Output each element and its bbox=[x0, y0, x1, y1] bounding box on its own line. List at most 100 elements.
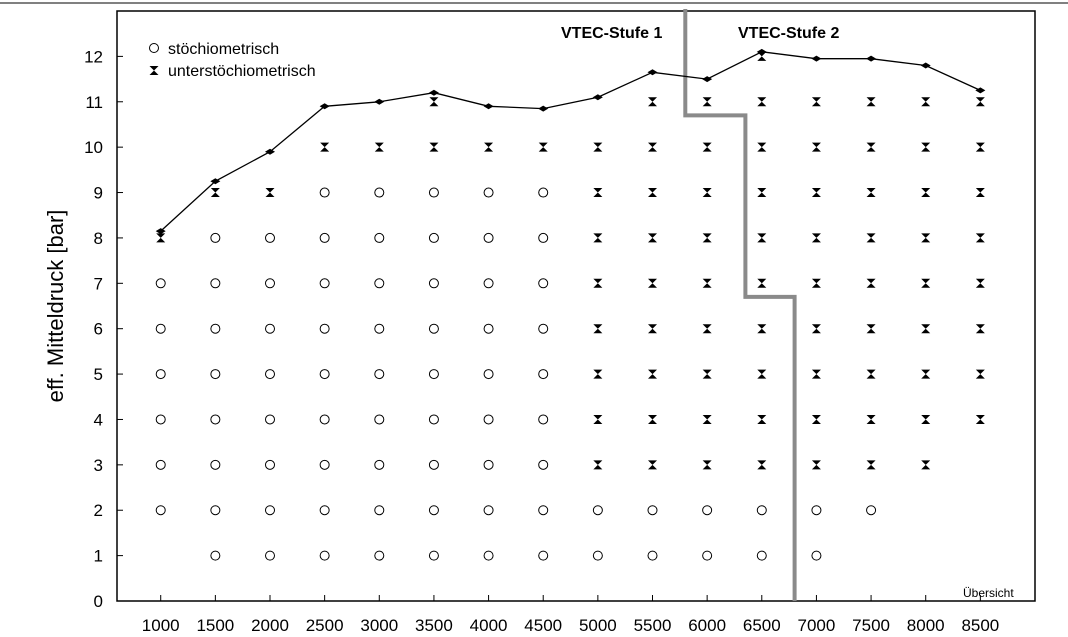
substoich-point bbox=[265, 188, 275, 198]
stoich-point bbox=[319, 505, 330, 516]
y-axis-label: eff. Mitteldruck [bar] bbox=[43, 210, 68, 403]
stoich-point bbox=[265, 505, 275, 516]
y-tick-label: 7 bbox=[94, 274, 103, 293]
x-tick-label: 2500 bbox=[306, 616, 344, 635]
y-tick-label: 3 bbox=[94, 456, 103, 475]
x-tick-label: 5500 bbox=[634, 616, 672, 635]
stoich-point bbox=[483, 459, 494, 470]
substoich-point bbox=[921, 233, 931, 243]
substoich-point bbox=[921, 278, 931, 288]
stoich-point bbox=[374, 369, 385, 380]
substoich-point bbox=[702, 97, 712, 107]
substoich-point bbox=[702, 278, 712, 288]
substoich-point bbox=[921, 460, 931, 470]
stoich-point bbox=[374, 550, 385, 561]
stoich-point bbox=[428, 414, 439, 425]
stoich-point bbox=[538, 550, 549, 561]
stoich-point bbox=[319, 414, 330, 425]
substoich-point bbox=[866, 142, 876, 152]
substoich-point bbox=[648, 369, 657, 379]
substoich-point bbox=[702, 142, 712, 152]
stoich-point bbox=[265, 278, 275, 289]
substoich-point bbox=[811, 369, 821, 379]
stoich-point bbox=[483, 278, 494, 289]
substoich-point bbox=[702, 414, 712, 424]
substoich-point bbox=[757, 51, 767, 61]
stoich-point bbox=[811, 505, 822, 516]
substoich-point bbox=[811, 97, 821, 107]
x-tick-label: 8500 bbox=[961, 616, 999, 635]
substoich-point bbox=[648, 278, 657, 288]
substoich-point bbox=[429, 97, 439, 107]
stoich-point bbox=[210, 550, 221, 561]
stoich-point bbox=[210, 278, 221, 289]
stoich-point bbox=[538, 414, 549, 425]
substoich-point bbox=[648, 414, 657, 424]
stoich-point bbox=[210, 505, 221, 516]
substoichiometric-points bbox=[155, 48, 986, 470]
substoich-point bbox=[210, 188, 220, 198]
substoich-point bbox=[757, 142, 767, 152]
substoich-point bbox=[593, 142, 603, 152]
stoich-point bbox=[428, 278, 439, 289]
substoich-point bbox=[921, 188, 931, 198]
x-tick-label: 4500 bbox=[524, 616, 562, 635]
substoich-point bbox=[811, 142, 821, 152]
substoich-point bbox=[866, 414, 876, 424]
stoich-point bbox=[538, 278, 549, 289]
stoich-point bbox=[319, 187, 330, 198]
stoich-point bbox=[155, 369, 166, 380]
stoich-point bbox=[483, 187, 494, 198]
annotation-vtec-stage-2: VTEC-Stufe 2 bbox=[738, 25, 839, 42]
x-tick-label: 7500 bbox=[852, 616, 890, 635]
stoich-point bbox=[155, 323, 166, 334]
stoich-point bbox=[866, 505, 877, 516]
stoich-point bbox=[483, 369, 494, 380]
substoich-point bbox=[811, 460, 821, 470]
substoich-point bbox=[593, 233, 603, 243]
stoich-point bbox=[647, 550, 658, 561]
stoich-point bbox=[155, 505, 166, 516]
full-load-line bbox=[160, 51, 981, 232]
x-tick-label: 6000 bbox=[688, 616, 726, 635]
substoich-point bbox=[156, 233, 166, 243]
stoich-point bbox=[428, 369, 439, 380]
stoich-point bbox=[319, 550, 330, 561]
substoich-point bbox=[702, 188, 712, 198]
substoich-point bbox=[320, 142, 330, 152]
stoich-point bbox=[428, 459, 439, 470]
substoich-point bbox=[866, 460, 876, 470]
substoich-point bbox=[593, 414, 603, 424]
y-tick-label: 11 bbox=[85, 93, 103, 112]
full-load-marker bbox=[428, 89, 439, 96]
substoich-point bbox=[648, 324, 657, 334]
stoich-point bbox=[374, 187, 385, 198]
substoich-point bbox=[593, 188, 603, 198]
stoich-point bbox=[483, 414, 494, 425]
stoich-point bbox=[265, 323, 275, 334]
x-tick-label: 2000 bbox=[251, 616, 289, 635]
substoich-point bbox=[648, 460, 657, 470]
y-tick-label: 4 bbox=[94, 410, 103, 429]
full-load-marker bbox=[975, 87, 986, 94]
stoich-point bbox=[538, 459, 549, 470]
y-tick-label: 10 bbox=[84, 138, 103, 157]
stoich-point bbox=[265, 550, 275, 561]
stoich-point bbox=[428, 505, 439, 516]
y-tick-label: 5 bbox=[94, 365, 103, 384]
x-tick-label: 5000 bbox=[579, 616, 617, 635]
stoich-point bbox=[319, 459, 330, 470]
stoich-point bbox=[374, 414, 385, 425]
legend-label-stoich: stöchiometrisch bbox=[168, 41, 279, 58]
x-axis-ticks: 1000 1500 2000 2500 3000 3500 4000 4500 5000 5500… bbox=[142, 595, 999, 635]
substoich-point bbox=[593, 460, 603, 470]
stoich-point bbox=[210, 323, 221, 334]
stoich-point bbox=[265, 232, 275, 243]
substoich-point bbox=[866, 233, 876, 243]
stoich-point bbox=[483, 550, 494, 561]
stoich-point bbox=[374, 278, 385, 289]
plot-frame bbox=[116, 10, 1036, 602]
stoich-point bbox=[265, 369, 275, 380]
substoich-point bbox=[921, 97, 931, 107]
substoich-point bbox=[757, 369, 767, 379]
